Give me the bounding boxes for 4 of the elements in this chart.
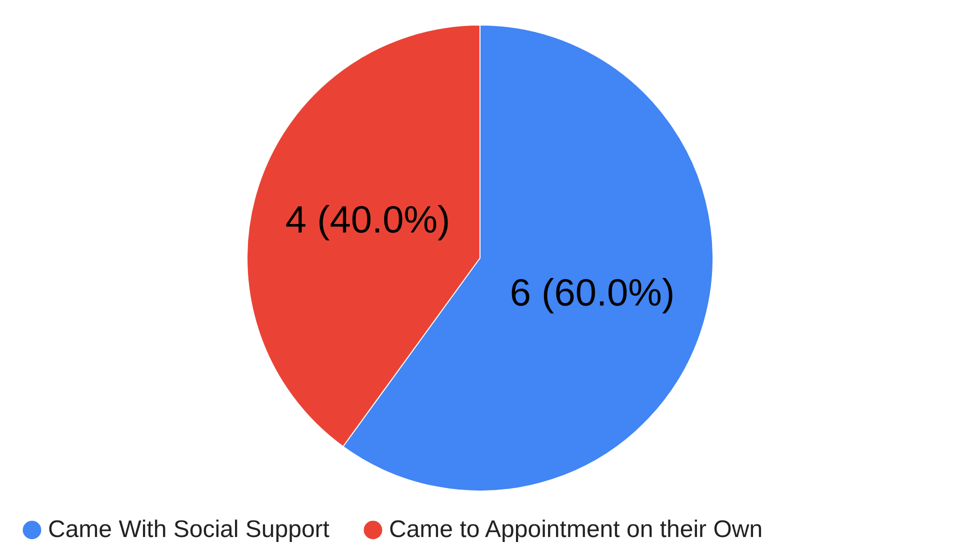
data-label: 6 (60.0%)	[510, 272, 675, 314]
legend-label: Came With Social Support	[48, 516, 330, 543]
data-label: 4 (40.0%)	[285, 200, 450, 242]
legend-label: Came to Appointment on their Own	[389, 516, 763, 543]
